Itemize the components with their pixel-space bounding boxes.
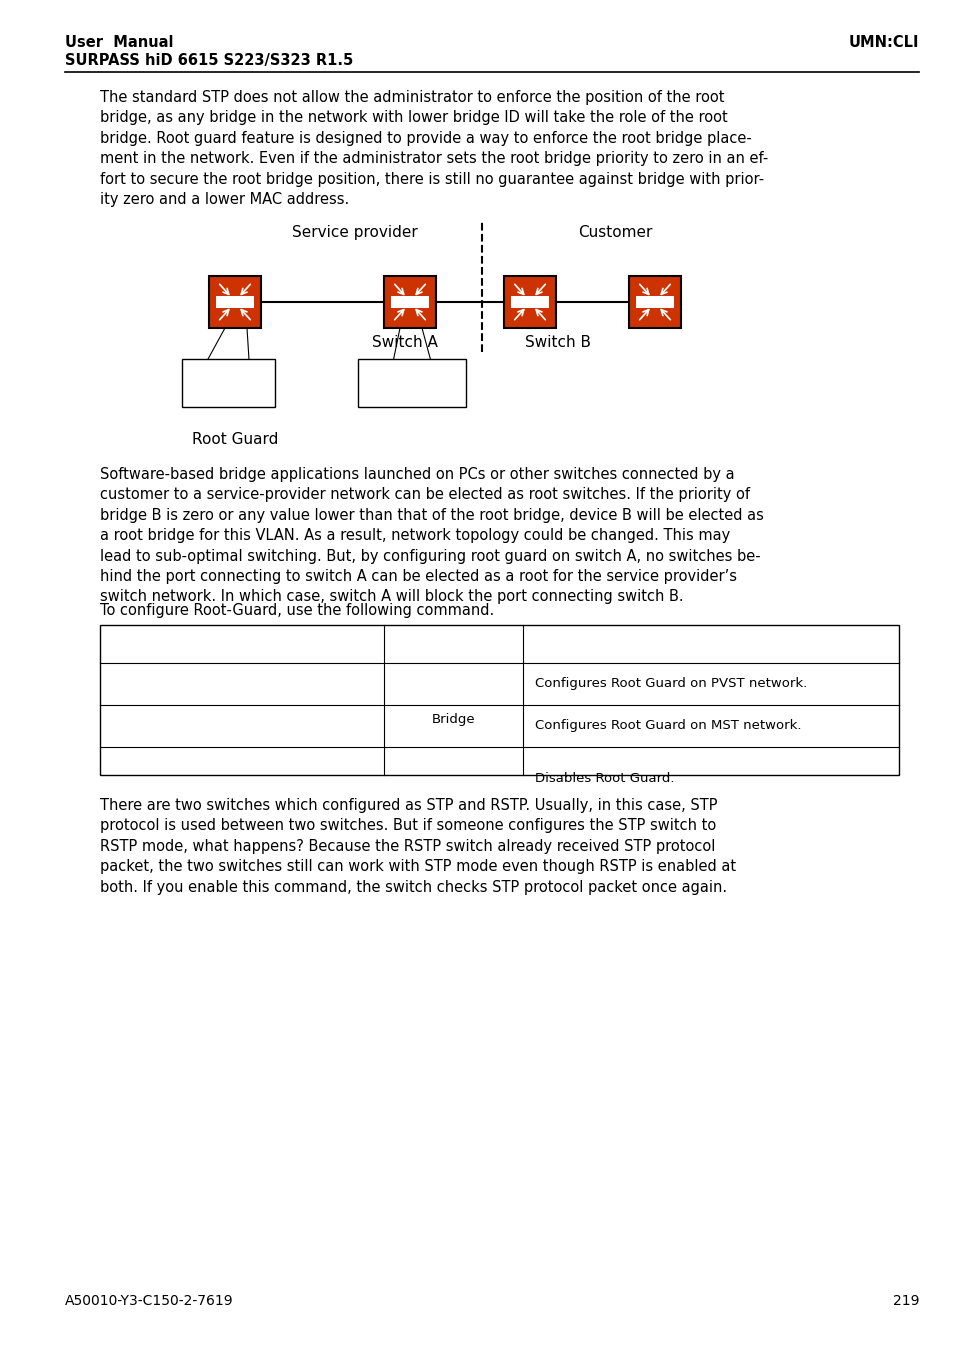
Text: 219: 219 — [892, 1295, 918, 1308]
Bar — [100, 625, 898, 775]
Bar — [391, 296, 428, 308]
Bar — [636, 296, 673, 308]
Bar — [209, 275, 261, 328]
Text: A50010-Y3-C150-2-7619: A50010-Y3-C150-2-7619 — [65, 1295, 233, 1308]
Bar — [216, 296, 253, 308]
Text: Switch A: Switch A — [372, 335, 437, 350]
Text: Configures Root Guard on MST network.: Configures Root Guard on MST network. — [535, 720, 801, 733]
Text: Service provider: Service provider — [292, 225, 417, 240]
Bar — [182, 359, 274, 406]
Text: Bridge: Bridge — [432, 713, 475, 725]
Text: To configure Root-Guard, use the following command.: To configure Root-Guard, use the followi… — [100, 603, 494, 618]
Bar — [384, 275, 436, 328]
Text: Software-based bridge applications launched on PCs or other switches connected b: Software-based bridge applications launc… — [100, 467, 763, 605]
Text: There are two switches which configured as STP and RSTP. Usually, in this case, : There are two switches which configured … — [100, 798, 736, 895]
Text: Disables Root Guard.: Disables Root Guard. — [535, 772, 675, 784]
Text: The standard STP does not allow the administrator to enforce the position of the: The standard STP does not allow the admi… — [100, 90, 767, 207]
Text: User  Manual: User Manual — [65, 35, 173, 50]
Bar — [628, 275, 680, 328]
Text: Root Guard: Root Guard — [192, 432, 278, 447]
Text: Customer: Customer — [578, 225, 652, 240]
Text: UMN:CLI: UMN:CLI — [847, 35, 918, 50]
Text: Configures Root Guard on PVST network.: Configures Root Guard on PVST network. — [535, 678, 807, 690]
Bar — [511, 296, 548, 308]
Text: SURPASS hiD 6615 S223/S323 R1.5: SURPASS hiD 6615 S223/S323 R1.5 — [65, 53, 353, 68]
Bar — [503, 275, 556, 328]
Bar — [357, 359, 465, 406]
Text: Switch B: Switch B — [524, 335, 590, 350]
